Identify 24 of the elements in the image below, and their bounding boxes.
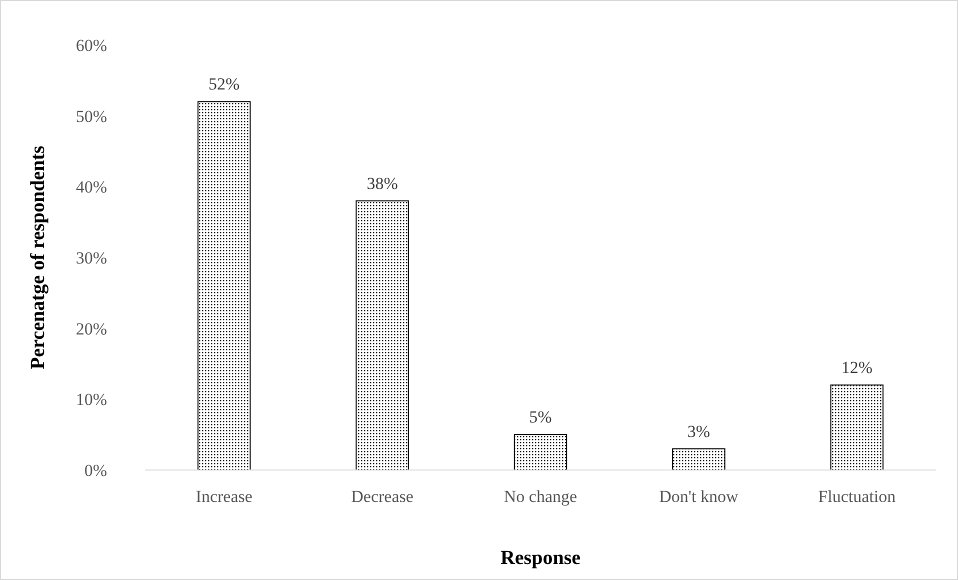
- bar: [356, 200, 409, 470]
- y-tick-label: 40%: [76, 178, 107, 197]
- bar: [514, 434, 568, 470]
- x-tick-label: Decrease: [351, 487, 414, 506]
- y-tick-label: 30%: [76, 248, 107, 268]
- x-tick-label: Fluctuation: [818, 487, 896, 506]
- y-tick-label: 50%: [76, 106, 107, 126]
- data-label: 3%: [687, 422, 710, 441]
- x-tick-label: Don't know: [659, 487, 739, 506]
- x-axis-title: Response: [500, 547, 581, 569]
- y-tick-label: 0%: [84, 460, 107, 480]
- data-label: 38%: [366, 174, 398, 193]
- data-label: 5%: [529, 408, 552, 427]
- y-axis-title: Percenatge of respondents: [27, 145, 49, 370]
- bar: [672, 448, 726, 470]
- bar: [197, 101, 251, 470]
- x-tick-label: Increase: [196, 487, 252, 506]
- y-tick-label: 60%: [76, 36, 107, 55]
- bar: [830, 384, 884, 470]
- y-tick-label: 10%: [76, 390, 107, 410]
- y-tick-label: 20%: [76, 319, 107, 338]
- data-label: 12%: [841, 358, 872, 377]
- x-tick-label: No change: [504, 487, 578, 506]
- data-label: 52%: [208, 74, 240, 94]
